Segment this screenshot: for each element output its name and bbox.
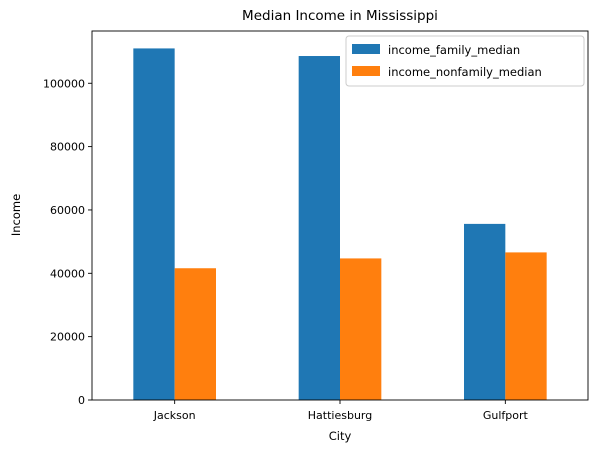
bar-income_family_median-gulfport	[464, 223, 506, 400]
y-tick-label: 100000	[43, 77, 85, 90]
chart-title: Median Income in Mississippi	[242, 8, 438, 24]
bar-income_nonfamily_median-gulfport	[505, 252, 547, 400]
y-tick-label: 0	[78, 394, 85, 407]
bar-income_nonfamily_median-hattiesburg	[340, 258, 382, 400]
x-tick-label: Gulfport	[483, 409, 529, 422]
legend-swatch-income_nonfamily_median	[352, 66, 380, 76]
x-tick-label: Jackson	[153, 409, 196, 422]
legend-swatch-income_family_median	[352, 44, 380, 54]
legend: income_family_median income_nonfamily_med…	[345, 35, 585, 87]
x-axis-label: City	[329, 429, 352, 443]
bars-group	[133, 48, 547, 401]
y-axis-ticks: 0 20000 40000 60000 80000 100000	[43, 77, 92, 407]
x-tick-label: Hattiesburg	[308, 409, 372, 422]
y-axis-label: Income	[9, 194, 23, 236]
legend-box	[345, 35, 585, 87]
y-tick-label: 80000	[50, 141, 85, 154]
legend-label-income_nonfamily_median: income_nonfamily_median	[388, 65, 542, 79]
bar-income_family_median-hattiesburg	[298, 56, 340, 401]
bar-income_nonfamily_median-jackson	[174, 268, 216, 400]
y-tick-label: 40000	[50, 267, 85, 280]
y-tick-label: 20000	[50, 331, 85, 344]
plot-frame	[91, 30, 589, 401]
y-tick-label: 60000	[50, 204, 85, 217]
bar-income_family_median-jackson	[133, 48, 175, 401]
x-axis-ticks: Jackson Hattiesburg Gulfport	[153, 400, 529, 422]
legend-label-income_family_median: income_family_median	[388, 43, 520, 57]
